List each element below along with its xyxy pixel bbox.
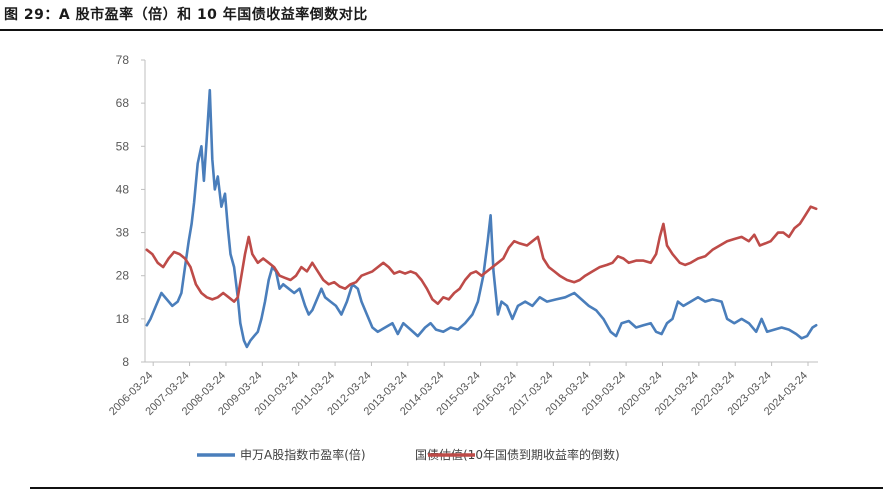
- x-axis: 2006-03-242007-03-242008-03-242009-03-24…: [107, 361, 818, 418]
- bottom-rule: [30, 487, 883, 489]
- legend-item: 申万A股指数市盈率(倍): [197, 447, 366, 462]
- y-tick-label: 78: [116, 53, 130, 67]
- series-layer: [145, 88, 818, 349]
- legend-label: 国债估值(10年国债到期收益率的倒数): [415, 447, 620, 462]
- y-tick-label: 18: [116, 312, 130, 326]
- y-tick-label: 8: [122, 355, 129, 369]
- legend-label: 申万A股指数市盈率(倍): [240, 447, 366, 462]
- series-line-a-share-pe: [145, 88, 818, 349]
- y-tick-label: 58: [116, 139, 130, 153]
- legend: 申万A股指数市盈率(倍) 国债估值(10年国债到期收益率的倒数): [197, 447, 620, 462]
- top-rule: [0, 29, 883, 31]
- series-line-bond-valuation: [145, 205, 818, 306]
- y-tick-label: 28: [116, 269, 130, 283]
- y-tick-label: 38: [116, 226, 130, 240]
- legend-item: 国债估值(10年国债到期收益率的倒数): [415, 447, 620, 462]
- y-axis: 8 18 28 38 48 58 68 78: [116, 53, 146, 369]
- y-tick-label: 68: [116, 96, 130, 110]
- chart-title: 图 29：A 股市盈率（倍）和 10 年国债收益率倒数对比: [4, 7, 368, 23]
- y-tick-label: 48: [116, 182, 130, 196]
